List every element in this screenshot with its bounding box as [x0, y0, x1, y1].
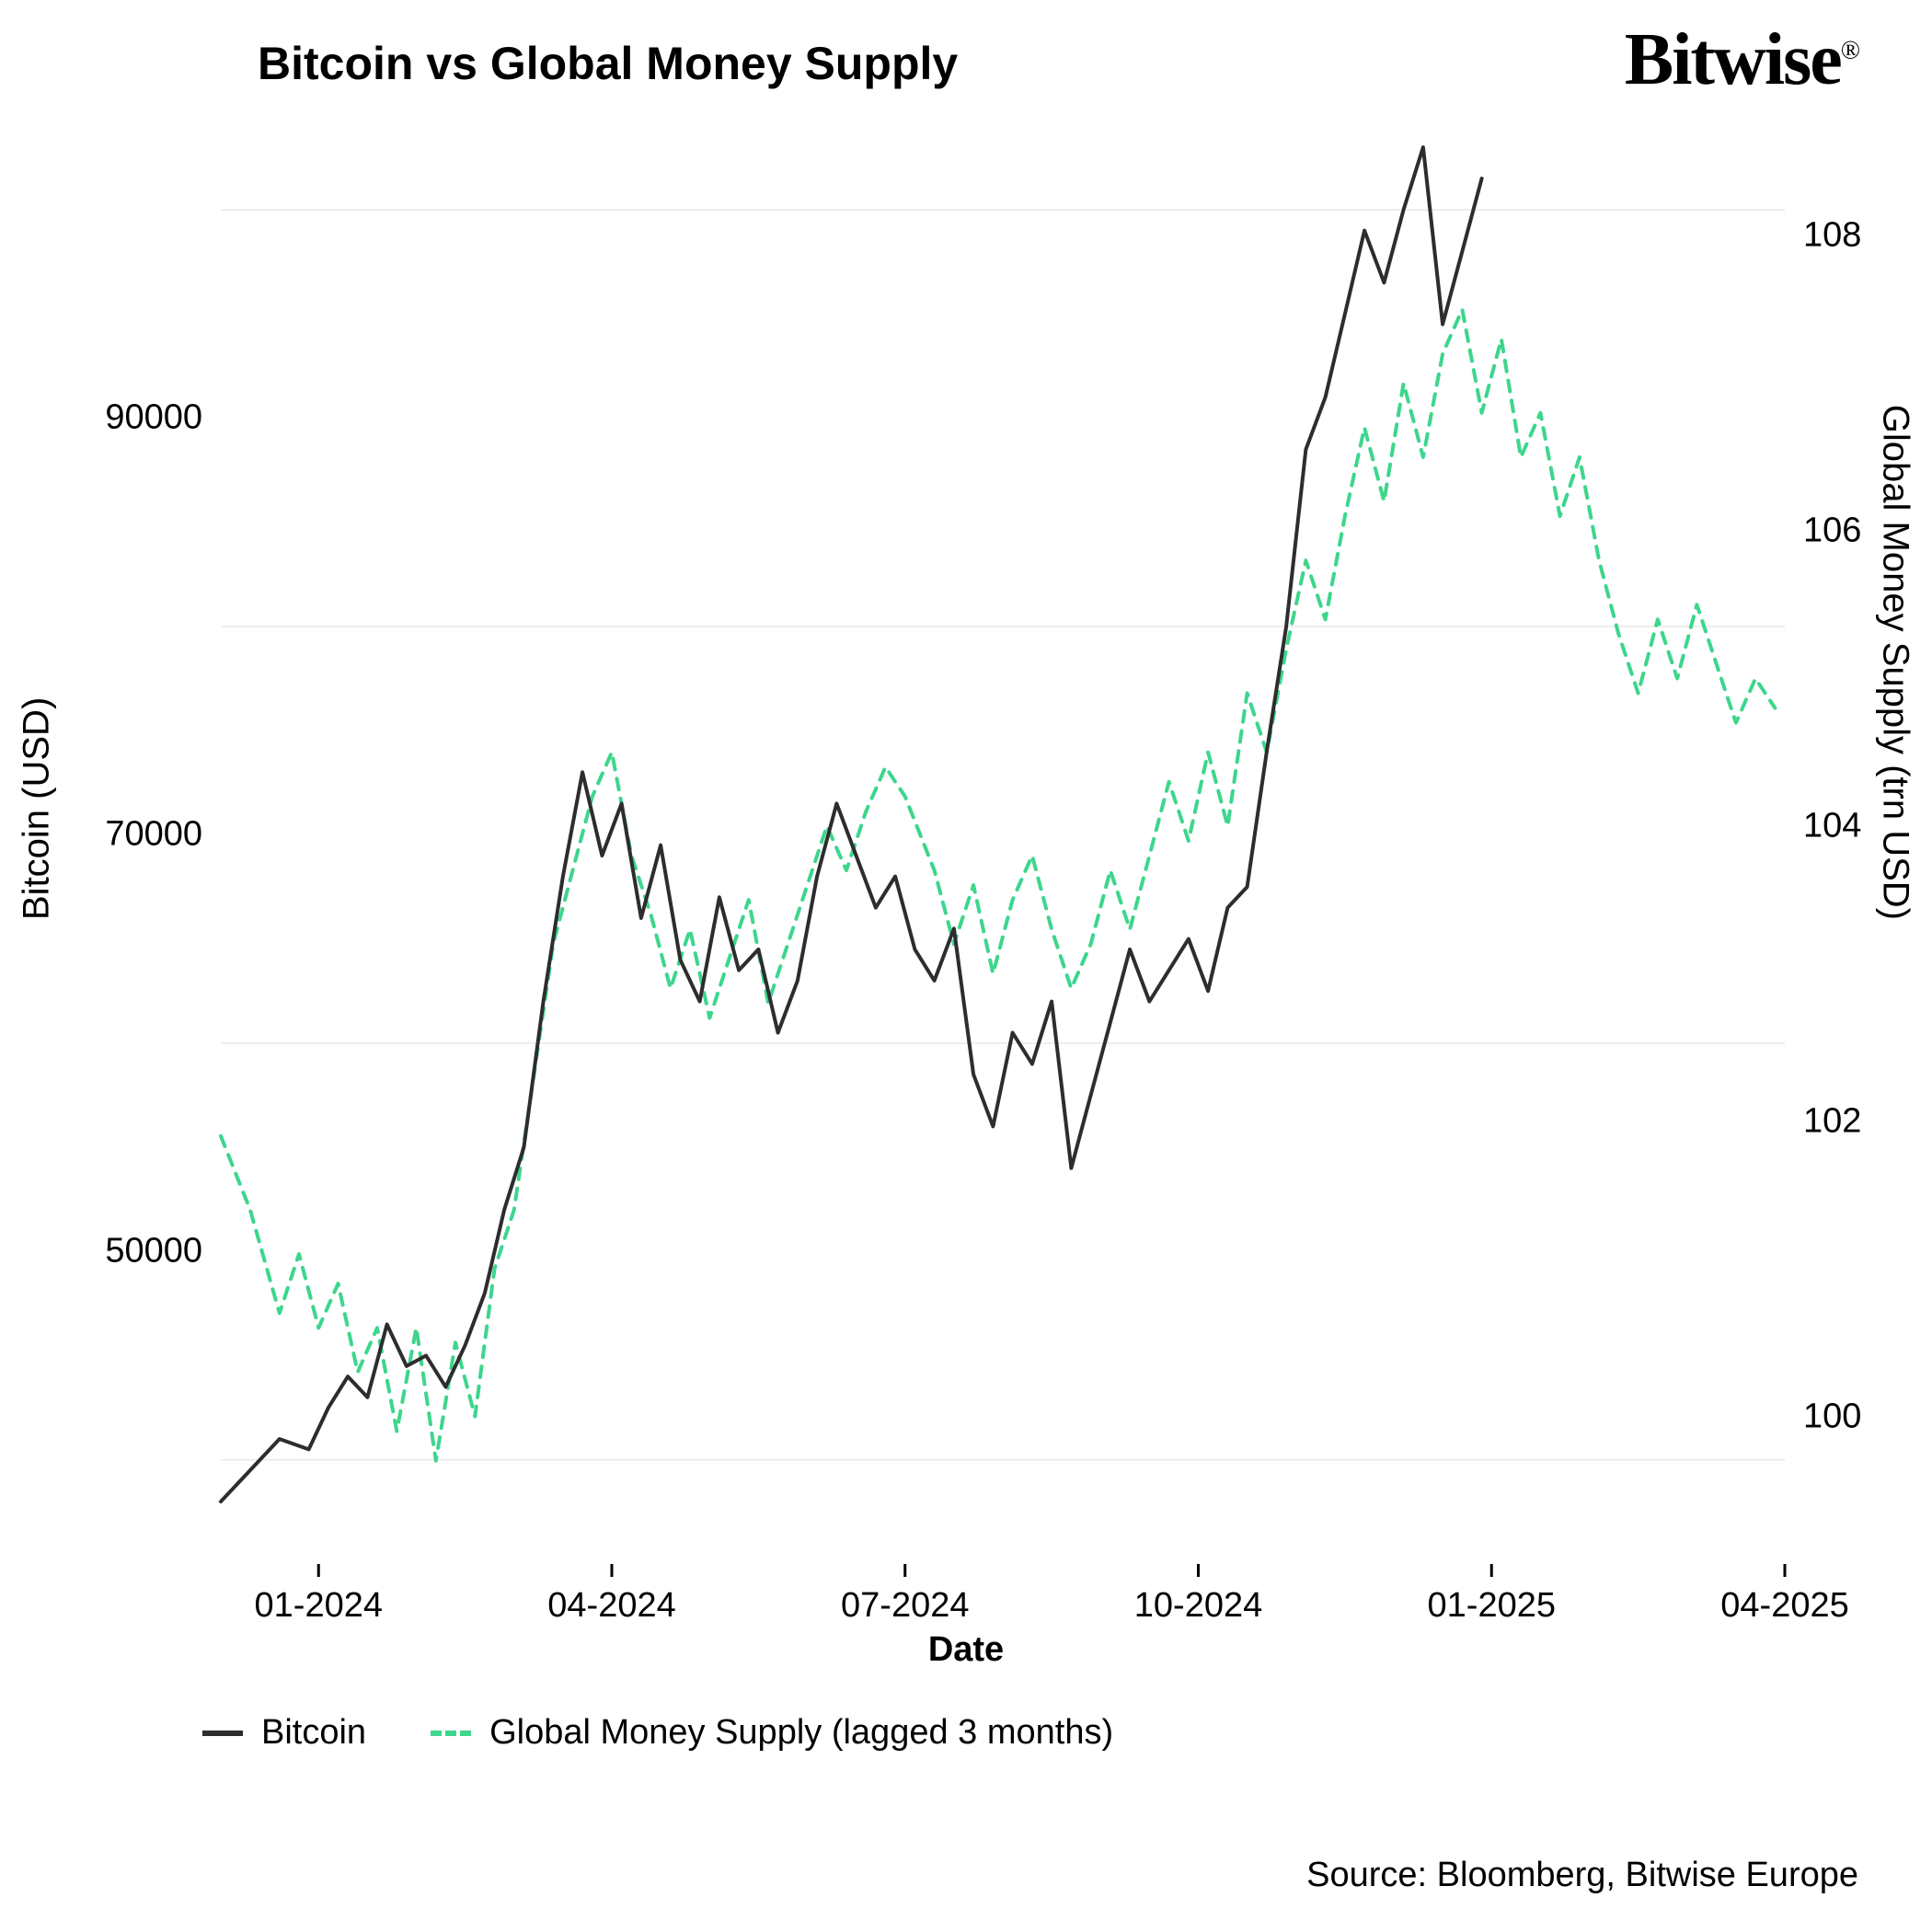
- axis-tick-label: 102: [1803, 1101, 1861, 1141]
- axis-tick-label: 90000: [105, 398, 202, 438]
- legend-label-bitcoin: Bitcoin: [261, 1713, 366, 1753]
- y-left-axis-label: Bitcoin (USD): [17, 697, 58, 920]
- x-axis-label: Date: [0, 1630, 1932, 1670]
- axis-tick-label: 01-2025: [1428, 1586, 1556, 1626]
- axis-tick-label: 104: [1803, 806, 1861, 845]
- axis-tick-label: 10-2024: [1134, 1586, 1262, 1626]
- chart-title: Bitcoin vs Global Money Supply: [258, 37, 958, 90]
- source-attribution: Source: Bloomberg, Bitwise Europe: [1306, 1856, 1858, 1895]
- axis-tick-label: 108: [1803, 216, 1861, 256]
- brand-text: Bitwise: [1625, 19, 1841, 100]
- axis-tick-label: 100: [1803, 1397, 1861, 1436]
- chart-container: Bitcoin vs Global Money Supply Bitwise® …: [0, 0, 1932, 1932]
- axis-tick-label: 07-2024: [841, 1586, 969, 1626]
- axis-tick-label: 04-2025: [1720, 1586, 1848, 1626]
- axis-tick-label: 106: [1803, 512, 1861, 551]
- y-right-axis-label: Global Money Supply (trn USD): [1875, 405, 1916, 920]
- legend-label-money-supply: Global Money Supply (lagged 3 months): [489, 1713, 1113, 1753]
- axis-tick-label: 70000: [105, 815, 202, 855]
- registered-mark: ®: [1841, 36, 1858, 64]
- axis-tick-label: 50000: [105, 1232, 202, 1271]
- brand-logo: Bitwise®: [1625, 18, 1858, 102]
- line-chart: [0, 110, 1932, 1720]
- legend-swatch-money-supply: [431, 1731, 471, 1736]
- axis-tick-label: 01-2024: [255, 1586, 383, 1626]
- legend-swatch-bitcoin: [202, 1731, 243, 1736]
- axis-tick-label: 04-2024: [547, 1586, 675, 1626]
- chart-legend: Bitcoin Global Money Supply (lagged 3 mo…: [202, 1713, 1113, 1753]
